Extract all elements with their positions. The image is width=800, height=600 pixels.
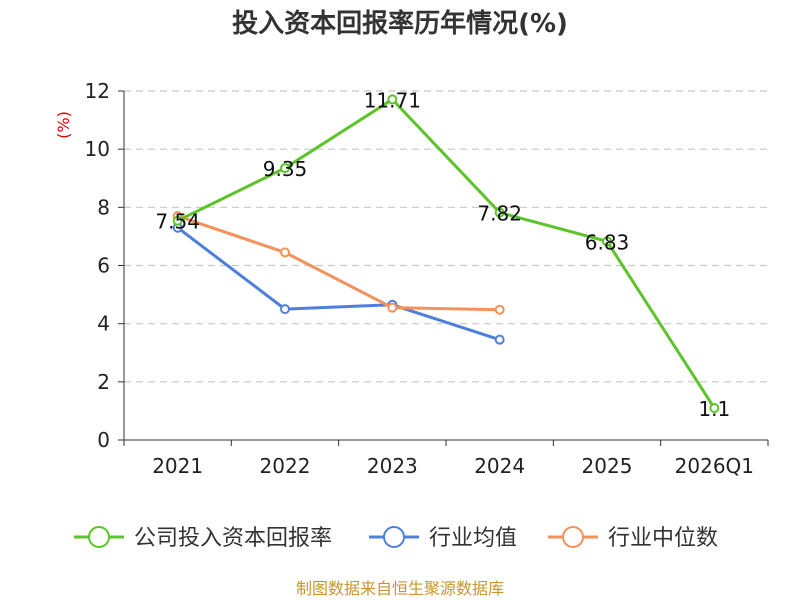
y-axis-unit: (%) [54, 111, 73, 139]
data-point[interactable] [280, 304, 290, 315]
series-line [177, 214, 500, 312]
data-label: 7.82 [477, 202, 522, 226]
y-tick-label: 8 [97, 195, 110, 219]
y-tick-label: 4 [97, 312, 110, 336]
data-point[interactable] [494, 334, 505, 345]
data-point[interactable] [387, 94, 398, 105]
x-tick-label: 2026Q1 [675, 454, 754, 478]
y-tick-label: 10 [85, 137, 110, 161]
data-label: 1.1 [698, 397, 730, 421]
x-tick-label: 2025 [582, 454, 633, 478]
legend-marker [88, 526, 110, 548]
legend-marker [562, 526, 584, 548]
gridlines [124, 90, 768, 383]
data-point[interactable] [494, 207, 505, 218]
axes: 0 2 4 6 8 10 12 2021 2022 2023 2024 2025 2026Q1 [85, 79, 769, 478]
legend-label: 行业均值 [429, 526, 517, 551]
x-tick-label: 2021 [152, 454, 203, 478]
x-tick-label: 2023 [367, 454, 418, 478]
data-point[interactable] [602, 236, 612, 247]
legend-label: 行业中位数 [608, 526, 718, 551]
data-point[interactable] [709, 403, 720, 414]
legend-marker [383, 526, 405, 548]
data-label: 9.35 [263, 157, 308, 181]
legend-item[interactable]: 公司投入资本回报率 [74, 526, 332, 551]
data-point[interactable] [280, 163, 290, 174]
series-line [176, 226, 501, 342]
y-tick-label: 12 [85, 79, 110, 103]
y-tick-label: 0 [97, 428, 110, 452]
series-line [177, 97, 716, 409]
legend-item[interactable]: 行业中位数 [548, 526, 718, 551]
legend-item[interactable]: 行业均值 [369, 526, 517, 551]
data-labels: 7.54 9.35 11.71 7.82 6.83 1.1 [155, 88, 730, 421]
y-tick-label: 2 [97, 370, 110, 394]
y-tick-label: 6 [97, 254, 110, 278]
chart-title: 投入资本回报率历年情况(%) [232, 8, 568, 39]
data-point[interactable] [387, 302, 398, 313]
data-label: 6.83 [585, 230, 630, 254]
data-label: 11.71 [364, 88, 421, 112]
data-label: 7.54 [155, 210, 200, 234]
data-point[interactable] [494, 304, 505, 315]
source-note: 制图数据来自恒生聚源数据库 [296, 579, 504, 598]
x-tick-label: 2024 [474, 454, 525, 478]
data-point[interactable] [280, 247, 290, 258]
legend[interactable]: 公司投入资本回报率 行业均值 行业中位数 [74, 526, 718, 551]
legend-label: 公司投入资本回报率 [134, 526, 332, 551]
data-point[interactable] [172, 215, 183, 226]
x-tick-label: 2022 [260, 454, 311, 478]
series-group [172, 94, 720, 414]
